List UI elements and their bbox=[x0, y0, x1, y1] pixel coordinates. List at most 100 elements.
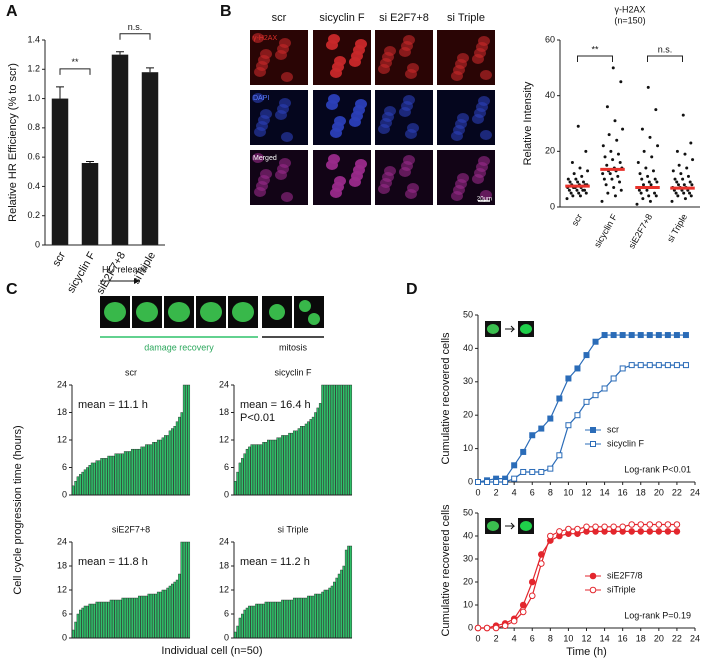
chart-title: scr bbox=[125, 367, 137, 377]
y-axis-label: Relative Intensity bbox=[522, 81, 534, 165]
marker bbox=[637, 521, 645, 528]
y-tick-label: 0.2 bbox=[27, 210, 40, 220]
data-point bbox=[605, 105, 609, 109]
y-tick-label: 12 bbox=[57, 434, 67, 444]
data-point bbox=[575, 188, 579, 192]
data-point bbox=[608, 172, 612, 176]
nucleus bbox=[407, 63, 419, 73]
y-tick-label: 1.2 bbox=[27, 64, 40, 74]
nucleus bbox=[328, 94, 340, 104]
y-tick-label: 6 bbox=[224, 462, 229, 472]
bar bbox=[166, 587, 169, 639]
bar bbox=[83, 605, 87, 639]
panel-label: B bbox=[220, 3, 232, 20]
marker bbox=[565, 525, 572, 533]
marker bbox=[601, 332, 608, 339]
chart-title: γ-H2AX bbox=[614, 4, 645, 14]
bar bbox=[164, 589, 167, 639]
bar bbox=[79, 609, 82, 639]
nucleus bbox=[260, 169, 272, 179]
legend-label: siTriple bbox=[607, 584, 636, 594]
y-tick-label: 12 bbox=[219, 584, 229, 594]
bar bbox=[342, 384, 345, 496]
nucleus bbox=[334, 116, 346, 126]
marker bbox=[475, 479, 481, 485]
bar bbox=[185, 541, 188, 639]
data-point bbox=[638, 172, 642, 176]
data-point bbox=[686, 174, 690, 178]
bar bbox=[90, 462, 94, 496]
data-point bbox=[647, 194, 651, 198]
bar bbox=[259, 444, 263, 496]
data-point bbox=[580, 174, 584, 178]
data-point bbox=[574, 177, 578, 181]
data-point bbox=[613, 194, 617, 198]
bar bbox=[276, 437, 279, 496]
bar bbox=[83, 469, 87, 496]
nucleus bbox=[334, 176, 346, 186]
bar bbox=[309, 419, 312, 496]
column-label: si Triple bbox=[447, 12, 485, 24]
y-axis-label: Cumulative recovered cells bbox=[440, 332, 452, 465]
y-tick-label: 18 bbox=[57, 407, 67, 417]
bar bbox=[236, 625, 239, 639]
data-point bbox=[681, 113, 685, 117]
nucleus bbox=[252, 33, 264, 43]
data-point bbox=[640, 177, 644, 181]
data-point bbox=[584, 149, 588, 153]
bar bbox=[274, 439, 277, 496]
bar bbox=[138, 595, 141, 639]
y-tick-label: 40 bbox=[463, 343, 473, 353]
x-tick-label: 4 bbox=[512, 633, 517, 643]
significance-bracket bbox=[647, 55, 683, 62]
bar bbox=[335, 577, 338, 639]
marker bbox=[592, 523, 599, 531]
bar bbox=[241, 458, 244, 496]
bar bbox=[349, 384, 353, 496]
marker bbox=[474, 624, 482, 632]
bar bbox=[295, 430, 298, 496]
bar bbox=[112, 599, 115, 639]
data-point bbox=[644, 166, 648, 170]
bar bbox=[95, 460, 98, 496]
bar bbox=[76, 613, 80, 639]
marker bbox=[556, 395, 563, 402]
bar bbox=[236, 471, 239, 496]
bar bbox=[152, 593, 155, 639]
bar bbox=[149, 593, 153, 639]
annotation: n.s. bbox=[658, 44, 673, 54]
chart-subtitle: (n=150) bbox=[614, 15, 645, 25]
marker bbox=[529, 432, 536, 439]
marker bbox=[538, 468, 545, 475]
bar bbox=[168, 430, 172, 496]
marker bbox=[619, 332, 626, 339]
nucleus bbox=[478, 96, 490, 106]
bar bbox=[283, 599, 286, 639]
y-tick-label: 0.4 bbox=[27, 181, 40, 191]
bar bbox=[316, 593, 319, 639]
bar bbox=[304, 597, 308, 639]
nucleus bbox=[279, 38, 291, 48]
y-tick-label: 40 bbox=[463, 530, 473, 540]
y-tick-label: 1.4 bbox=[27, 34, 40, 44]
bar bbox=[114, 599, 117, 639]
phase-label: damage recovery bbox=[144, 342, 214, 352]
marker bbox=[556, 452, 563, 459]
y-tick-label: 18 bbox=[219, 407, 229, 417]
bar bbox=[97, 460, 101, 496]
y-tick-label: 18 bbox=[219, 560, 229, 570]
data-point bbox=[578, 194, 582, 198]
nucleus bbox=[355, 159, 367, 169]
data-point bbox=[688, 180, 692, 184]
marker bbox=[592, 338, 599, 345]
marker bbox=[484, 479, 491, 485]
bar bbox=[112, 455, 115, 496]
marker bbox=[501, 622, 509, 630]
data-point bbox=[568, 180, 572, 184]
bar bbox=[278, 437, 282, 496]
nucleus bbox=[480, 190, 492, 200]
data-point bbox=[647, 180, 651, 184]
nucleus bbox=[487, 521, 499, 531]
bar bbox=[88, 603, 91, 639]
bar bbox=[100, 458, 103, 496]
